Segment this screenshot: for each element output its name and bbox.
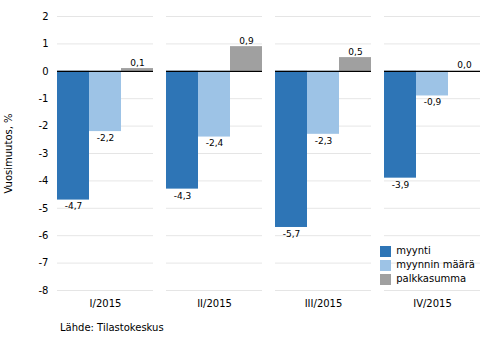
svg-text:IV/2015: IV/2015: [413, 298, 452, 309]
svg-text:-7: -7: [39, 257, 49, 268]
svg-text:II/2015: II/2015: [197, 298, 232, 309]
svg-text:-6: -6: [39, 230, 49, 241]
svg-text:-4,7: -4,7: [65, 201, 83, 211]
svg-text:0: 0: [42, 66, 48, 77]
html-text:palkkasumma: palkkasumma: [396, 273, 467, 284]
svg-text:0,5: 0,5: [348, 47, 362, 57]
svg-text:Vuosimuutos, %: Vuosimuutos, %: [3, 113, 14, 193]
svg-text:-2,4: -2,4: [206, 138, 224, 148]
svg-text:-2,2: -2,2: [97, 133, 115, 143]
svg-text:-5: -5: [39, 203, 49, 214]
svg-text:-5,7: -5,7: [283, 229, 301, 239]
svg-text:1: 1: [42, 38, 48, 49]
svg-text:-8: -8: [39, 285, 49, 296]
html-text:Lähde: Tilastokeskus: Lähde: Tilastokeskus: [60, 322, 164, 333]
svg-text:-2,3: -2,3: [315, 136, 333, 146]
svg-text:-2: -2: [39, 120, 49, 131]
svg-text:-3: -3: [39, 148, 49, 159]
svg-text:I/2015: I/2015: [90, 298, 122, 309]
svg-text:III/2015: III/2015: [305, 298, 343, 309]
svg-text:-4,3: -4,3: [174, 191, 192, 201]
svg-text:-4: -4: [39, 175, 49, 186]
svg-text:2: 2: [42, 11, 48, 22]
svg-text:0,0: 0,0: [457, 60, 472, 70]
svg-text:-3,9: -3,9: [392, 180, 410, 190]
svg-text:-0,9: -0,9: [424, 97, 442, 107]
html-text:myynnin määrä: myynnin määrä: [396, 259, 475, 270]
svg-text:0,1: 0,1: [130, 58, 144, 68]
svg-text:-1: -1: [39, 93, 49, 104]
svg-text:0,9: 0,9: [239, 36, 254, 46]
html-text:myynti: myynti: [396, 245, 431, 256]
